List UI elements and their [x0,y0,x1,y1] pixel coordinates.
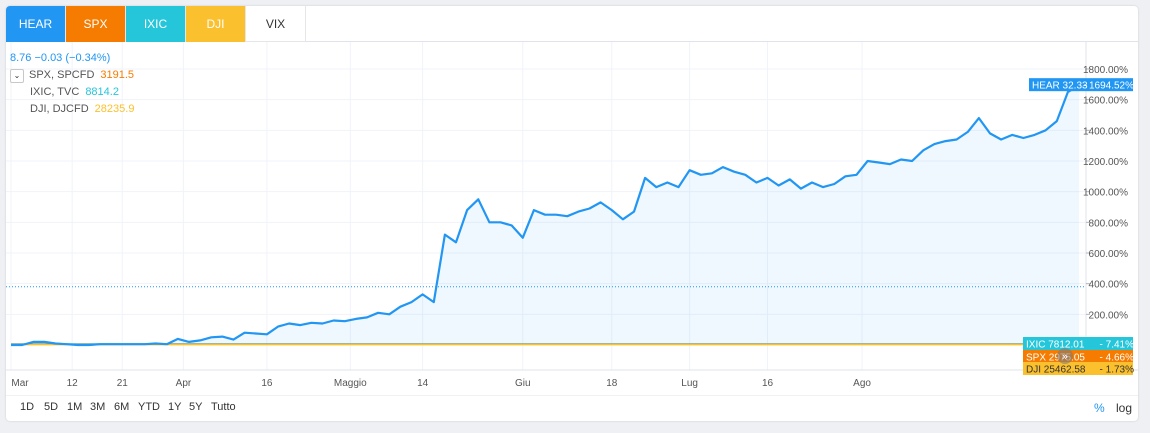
x-tick-label: 21 [117,378,129,389]
tab-hear[interactable]: HEAR [6,6,66,42]
x-tick-label: 12 [67,378,79,389]
legend-value-spx: 3191.5 [100,69,135,81]
price-label-pct: - 7.41% [1100,340,1135,351]
symbol-tabs: HEAR SPX IXIC DJI VIX [6,6,306,42]
x-tick-label: Lug [681,378,698,389]
range-5y[interactable]: 5Y [189,401,203,413]
log-scale-button[interactable]: log [1116,401,1133,415]
price-label-bg [1023,362,1133,375]
legend-value-ixic: 8814.2 [85,86,119,98]
range-1d[interactable]: 1D [20,401,35,413]
price-label-bg [1023,350,1133,363]
x-tick-label: 16 [261,378,273,389]
legend-label-spx: SPX, SPCFD [29,69,95,81]
price-label-text: DJI 25462.58 [1026,365,1086,376]
y-tick-label: 1200.00% [1083,157,1128,168]
x-tick-label: Apr [176,378,192,389]
y-tick-label: 400.00% [1089,280,1129,291]
chart-canvas[interactable]: 200.00% 400.00% 600.00% 800.00% 1000.00% 1200… [6,6,1138,396]
price-label-text: HEAR 32.33 [1032,81,1088,92]
y-tick-label: 600.00% [1089,249,1129,260]
x-tick-label: Giu [515,378,531,389]
collapse-legend-button[interactable]: ⌄ [10,68,24,83]
x-tick-label: 16 [762,378,774,389]
price-label-text: IXIC 7812.01 [1026,340,1085,351]
range-3m[interactable]: 3M [90,401,106,413]
tab-vix[interactable]: VIX [246,6,306,42]
scroll-latest-bg [1057,348,1073,364]
legend-row-ixic: IXIC, TVC 8814.2 [10,84,134,101]
chart-widget: HEAR SPX IXIC DJI VIX 200.00% 400.00% 600.… [6,6,1138,421]
range-toolbar: 1D 5D 1M 3M 6M YTD 1Y 5Y Tutto % log [6,396,1138,421]
x-tick-label: Mar [11,378,29,389]
y-tick-label: 1000.00% [1083,188,1128,199]
price-label-spx: SPX 2975.05 - 4.66% [1023,350,1134,364]
x-tick-label: Ago [853,378,871,389]
range-5d[interactable]: 5D [44,401,59,413]
price-label-ixic: IXIC 7812.01 - 7.41% [1023,337,1134,351]
range-1m[interactable]: 1M [67,401,83,413]
tab-divider [306,41,1138,42]
tab-spx[interactable]: SPX [66,6,126,42]
price-label-hear: HEAR 32.33- 1694.52% [1029,78,1134,92]
legend-label-dji: DJI, DJCFD [30,103,89,115]
price-label-pct: - 1.73% [1100,365,1135,376]
price-label-pct: - 1694.52% [1083,81,1134,92]
legend-main: 8.76 −0.03 (−0.34%) [10,50,134,67]
x-tick-label: 18 [606,378,618,389]
price-label-text: SPX 2975.05 [1026,353,1085,364]
x-tick-label: Maggio [334,378,367,389]
series-hear-line [11,84,1080,347]
range-1y[interactable]: 1Y [168,401,182,413]
tab-dji[interactable]: DJI [186,6,246,42]
grid-lines [6,42,1086,370]
range-all[interactable]: Tutto [211,401,236,413]
legend-row-dji: DJI, DJCFD 28235.9 [10,101,134,118]
chart-legend: 8.76 −0.03 (−0.34%) ⌄ SPX, SPCFD 3191.5 … [10,50,134,118]
price-label-bg [1029,78,1133,92]
tab-ixic[interactable]: IXIC [126,6,186,42]
scroll-latest-icon[interactable]: » [1057,348,1073,364]
price-label-dji: DJI 25462.58 - 1.73% [1023,362,1134,376]
price-label-bg [1023,337,1133,350]
legend-row-spx: ⌄ SPX, SPCFD 3191.5 [10,67,134,84]
legend-main-value: 8.76 −0.03 (−0.34%) [10,52,111,64]
percent-scale-button[interactable]: % [1094,401,1105,415]
y-tick-label: 1800.00% [1083,65,1128,76]
y-tick-label: 1600.00% [1083,96,1128,107]
legend-value-dji: 28235.9 [94,103,135,115]
range-6m[interactable]: 6M [114,401,130,413]
price-label-pct: - 4.66% [1100,353,1135,364]
y-tick-label: 1400.00% [1083,126,1128,137]
legend-label-ixic: IXIC, TVC [30,86,80,98]
y-tick-label: 200.00% [1089,310,1129,321]
range-ytd[interactable]: YTD [138,401,160,413]
y-tick-label: 800.00% [1089,218,1129,229]
x-tick-label: 14 [417,378,429,389]
scroll-latest-glyph: » [1062,350,1069,363]
